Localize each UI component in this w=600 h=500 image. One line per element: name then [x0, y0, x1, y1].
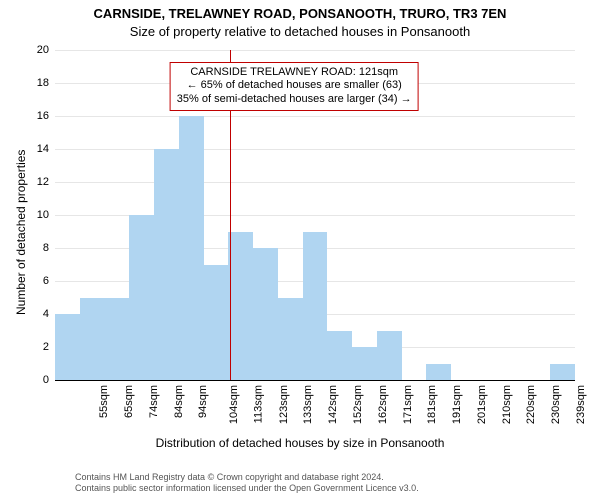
y-tick-label: 20 — [37, 44, 49, 56]
grid-line — [55, 380, 575, 381]
histogram-bar — [426, 364, 451, 381]
histogram-bar — [129, 215, 154, 380]
annotation-line3: 35% of semi-detached houses are larger (… — [177, 93, 412, 107]
y-tick-label: 12 — [37, 176, 49, 188]
grid-line — [55, 116, 575, 117]
histogram-bar — [204, 265, 229, 381]
histogram-bar — [327, 331, 352, 381]
annotation-box: CARNSIDE TRELAWNEY ROAD: 121sqm← 65% of … — [170, 62, 419, 111]
footer-line1: Contains HM Land Registry data © Crown c… — [75, 472, 419, 483]
y-tick-label: 14 — [37, 143, 49, 155]
histogram-bar — [352, 347, 377, 380]
y-tick-label: 16 — [37, 110, 49, 122]
y-tick-label: 18 — [37, 77, 49, 89]
histogram-bar — [253, 248, 278, 380]
footer-line2: Contains public sector information licen… — [75, 483, 419, 494]
chart-container: { "chart": { "type": "histogram", "title… — [0, 0, 600, 500]
histogram-bar — [179, 116, 204, 380]
footer-attribution: Contains HM Land Registry data © Crown c… — [75, 472, 419, 494]
histogram-bar — [377, 331, 402, 381]
chart-title-subtitle: Size of property relative to detached ho… — [0, 24, 600, 39]
histogram-bar — [228, 232, 253, 381]
y-tick-label: 0 — [43, 374, 49, 386]
histogram-bar — [303, 232, 328, 381]
plot-area: 0246810121416182055sqm65sqm74sqm84sqm94s… — [55, 50, 575, 380]
y-tick-label: 6 — [43, 275, 49, 287]
histogram-bar — [55, 314, 80, 380]
grid-line — [55, 149, 575, 150]
y-tick-label: 10 — [37, 209, 49, 221]
histogram-bar — [80, 298, 105, 381]
x-axis-label: Distribution of detached houses by size … — [0, 436, 600, 450]
grid-line — [55, 50, 575, 51]
y-tick-label: 4 — [43, 308, 49, 320]
histogram-bar — [278, 298, 303, 381]
y-tick-label: 2 — [43, 341, 49, 353]
chart-title-address: CARNSIDE, TRELAWNEY ROAD, PONSANOOTH, TR… — [0, 6, 600, 21]
histogram-bar — [105, 298, 130, 381]
y-tick-label: 8 — [43, 242, 49, 254]
grid-line — [55, 182, 575, 183]
annotation-line1: CARNSIDE TRELAWNEY ROAD: 121sqm — [177, 66, 412, 80]
histogram-bar — [550, 364, 575, 381]
y-axis-label: Number of detached properties — [14, 150, 28, 315]
annotation-line2: ← 65% of detached houses are smaller (63… — [177, 79, 412, 93]
histogram-bar — [154, 149, 179, 380]
